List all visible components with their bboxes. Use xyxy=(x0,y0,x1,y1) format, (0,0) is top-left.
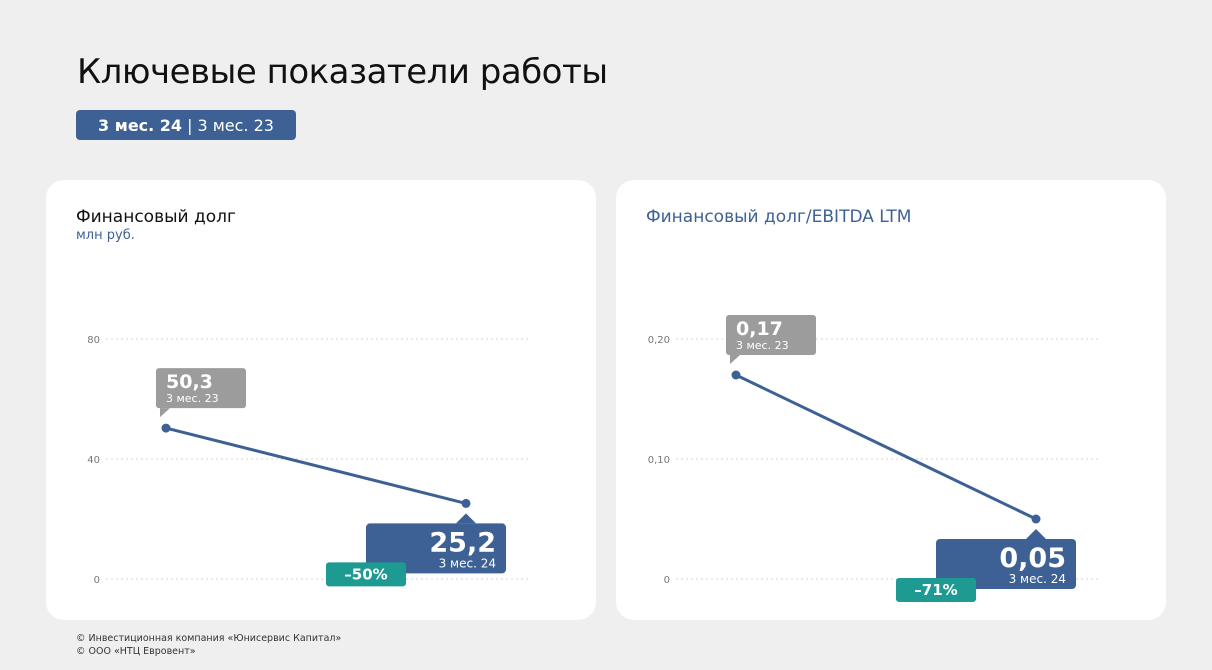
chart-unit: млн руб. xyxy=(76,228,135,243)
debt-ebitda-chart: 00,100,200,173 мес. 230,053 мес. 24–71% xyxy=(648,315,1098,602)
data-label-period: 3 мес. 24 xyxy=(439,556,496,570)
point-label-current: 25,23 мес. 24 xyxy=(366,513,506,574)
period-selector[interactable]: 3 мес. 24 | 3 мес. 23 xyxy=(76,110,296,140)
point-label-current: 0,053 мес. 24 xyxy=(936,529,1076,589)
y-tick-label: 0 xyxy=(664,575,670,586)
y-tick-label: 0,20 xyxy=(648,335,670,346)
label-box xyxy=(726,315,816,355)
y-tick-label: 0 xyxy=(94,575,100,586)
y-tick-label: 40 xyxy=(87,455,100,466)
label-box xyxy=(936,539,1076,589)
data-label-period: 3 мес. 24 xyxy=(1009,572,1066,586)
data-label-value: 25,2 xyxy=(429,527,496,558)
data-point xyxy=(161,423,171,433)
period-separator: | xyxy=(187,115,193,135)
y-tick-label: 0,10 xyxy=(648,455,670,466)
footer-copyright-1: © Инвестиционная компания «Юнисервис Кап… xyxy=(76,633,342,644)
change-badge-label: –50% xyxy=(344,565,387,583)
chart-title: Финансовый долг xyxy=(76,207,236,227)
data-label-value: 50,3 xyxy=(166,371,213,393)
label-pointer xyxy=(730,355,740,364)
series-line xyxy=(734,373,1038,521)
change-badge: –71% xyxy=(896,578,976,602)
footer-copyright-2: © ООО «НТЦ Евровент» xyxy=(76,646,196,657)
change-badge-box xyxy=(326,562,406,587)
data-label-value: 0,17 xyxy=(736,318,783,340)
change-badge-label: –71% xyxy=(914,581,957,599)
y-tick-label: 80 xyxy=(87,335,100,346)
period-current: 3 мес. 24 xyxy=(98,115,183,135)
data-label-value: 0,05 xyxy=(999,543,1066,574)
change-badge-box xyxy=(896,578,976,602)
debt-ebitda-card: Финансовый долг/EBITDA LTM 0 0,10 0,20 0,17… xyxy=(616,180,1166,620)
label-box xyxy=(156,368,246,409)
label-box xyxy=(366,523,506,574)
chart-title: Финансовый долг/EBITDA LTM xyxy=(646,207,912,227)
page-title: Ключевые показатели работы xyxy=(77,52,608,92)
label-pointer xyxy=(160,408,170,418)
data-label-period: 3 мес. 23 xyxy=(166,392,219,405)
financial-debt-card: Финансовый долг млн руб. 0 40 80 50,3 3 мес.… xyxy=(46,180,596,620)
label-pointer xyxy=(456,513,476,524)
data-point xyxy=(1031,514,1041,524)
point-label-previous: 0,173 мес. 23 xyxy=(726,315,816,364)
point-label-previous: 50,33 мес. 23 xyxy=(156,368,246,418)
period-previous: 3 мес. 23 xyxy=(197,115,274,135)
series-line xyxy=(164,426,468,505)
data-point xyxy=(731,370,741,380)
change-badge: –50% xyxy=(326,562,406,587)
data-label-period: 3 мес. 23 xyxy=(736,339,789,352)
label-pointer xyxy=(1026,529,1046,539)
data-point xyxy=(461,498,471,508)
